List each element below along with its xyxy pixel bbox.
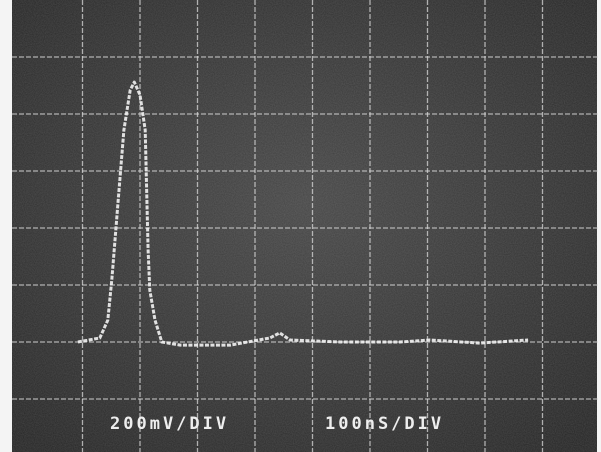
screen-noise (12, 0, 597, 452)
time-per-div-label: 100nS/DIV (325, 414, 444, 434)
volts-per-div-label: 200mV/DIV (110, 414, 229, 434)
trace (77, 80, 529, 347)
graticule (12, 0, 600, 452)
